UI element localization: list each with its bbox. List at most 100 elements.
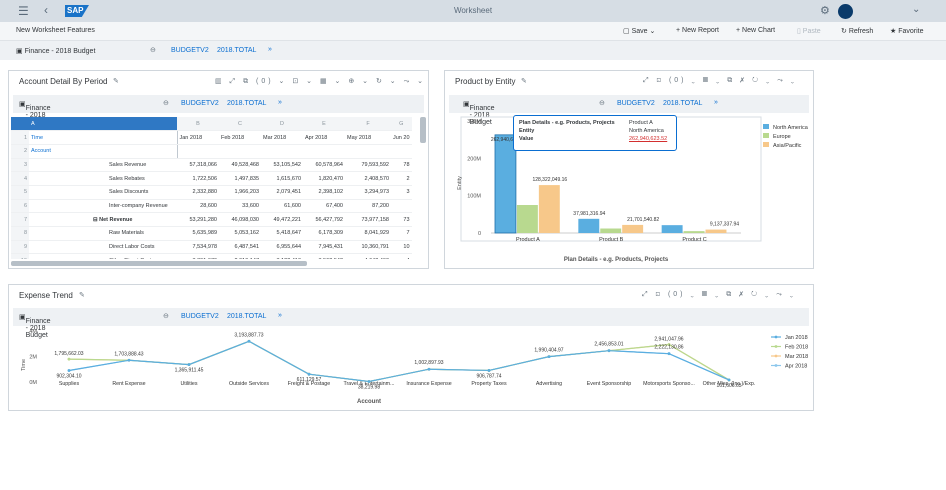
panel-toolbar-icons[interactable]: ⤢ ⊡ (0) ⌄ ▦ ⌄ ⧉ ✗ ↻ ⌄ ⤳ ⌄ [643, 77, 798, 84]
table-row[interactable]: 3 Sales Revenue 57,318,066 49,528,468 53,105… [11, 158, 412, 173]
back-icon[interactable]: ‹ [44, 3, 48, 17]
cell[interactable]: 8,041,929 [345, 226, 391, 241]
table-row[interactable]: 6 Inter-company Revenue 28,600 33,600 61,600… [11, 199, 412, 214]
refresh-button[interactable]: ↻ Refresh [841, 28, 874, 35]
gear-icon[interactable]: ⚙ [820, 5, 830, 17]
cell[interactable]: 3,122,410 [261, 253, 303, 259]
bar-chart[interactable]: 300M 200M 100M 0 Entity Product A Product B Pro… [445, 115, 813, 267]
panel-account[interactable]: 2018.TOTAL [227, 313, 267, 320]
cell[interactable]: 2,919,147 [219, 253, 261, 259]
horizontal-scrollbar[interactable] [11, 261, 307, 266]
cell[interactable]: 6,487,541 [219, 240, 261, 255]
cell[interactable]: 1,615,670 [261, 171, 303, 186]
column-letter[interactable]: E [303, 117, 345, 132]
cell[interactable]: 3,294,973 [345, 185, 391, 200]
expand-icon[interactable]: » [714, 99, 718, 106]
cell[interactable]: 6,178,309 [303, 226, 345, 241]
filter-icon[interactable]: ⊖ [163, 313, 169, 320]
cell[interactable]: 7,945,431 [303, 240, 345, 255]
expand-icon[interactable]: » [268, 46, 272, 53]
paste-button[interactable]: ▯ Paste [797, 28, 821, 35]
row-label[interactable]: ⊟ Net Revenue [29, 212, 177, 227]
chevron-down-icon[interactable]: ⌄ [912, 4, 921, 15]
cell[interactable]: 1,722,506 [177, 171, 219, 186]
cell[interactable]: 7 [391, 226, 412, 241]
row-label[interactable]: Raw Materials [29, 226, 177, 241]
cell[interactable]: 87,200 [345, 199, 391, 214]
cell[interactable]: 28,600 [177, 199, 219, 214]
cell[interactable]: 2,079,451 [261, 185, 303, 200]
cell[interactable]: 7,534,978 [177, 240, 219, 255]
cell[interactable]: 2,398,102 [303, 185, 345, 200]
expand-icon[interactable]: » [278, 99, 282, 106]
panel-version[interactable]: BUDGETV2 [617, 100, 655, 107]
cell[interactable]: 79,593,592 [345, 158, 391, 173]
cell[interactable]: 10,360,791 [345, 240, 391, 255]
account-filter[interactable]: 2018.TOTAL [217, 47, 257, 54]
cell[interactable] [261, 144, 303, 159]
vertical-scrollbar[interactable] [420, 117, 426, 143]
cell[interactable]: 53,105,542 [261, 158, 303, 173]
table-row[interactable]: 8 Raw Materials 5,635,989 5,053,162 5,418,64… [11, 226, 412, 241]
expand-icon[interactable]: » [278, 312, 282, 319]
edit-icon[interactable]: ✎ [521, 78, 530, 85]
row-label[interactable]: Account [29, 144, 178, 159]
cell[interactable]: 2,332,880 [177, 185, 219, 200]
panel-version[interactable]: BUDGETV2 [181, 100, 219, 107]
model-selector[interactable]: ▣ Finance - 2018 Budget [16, 48, 96, 55]
new-report-button[interactable]: + New Report [676, 27, 720, 34]
cell[interactable]: 4,642,460 [345, 253, 391, 259]
cell[interactable]: 61,600 [261, 199, 303, 214]
cell[interactable]: 5,418,647 [261, 226, 303, 241]
table-row[interactable]: 4 Sales Rebates 1,722,506 1,497,835 1,615,67… [11, 171, 412, 186]
cell[interactable]: 2 [391, 171, 412, 186]
save-button[interactable]: ▢ Save ⌄ [623, 28, 656, 35]
cell[interactable] [345, 144, 391, 159]
column-letter[interactable]: F [345, 117, 391, 132]
cell[interactable]: 3,562,542 [303, 253, 345, 259]
panel-toolbar-icons[interactable]: ⤢ ⊡ (0) ⌄ ▦ ⌄ ⧉ ✗ ↻ ⌄ ⤳ ⌄ [642, 291, 797, 298]
table-row[interactable]: 5 Sales Discounts 2,332,880 1,966,203 2,079,… [11, 185, 412, 200]
cell[interactable]: 10 [391, 240, 412, 255]
cell[interactable]: Jan 2018 [177, 130, 219, 145]
column-letter[interactable]: B [177, 117, 219, 132]
filter-icon[interactable]: ⊖ [150, 47, 156, 54]
cell[interactable]: 49,528,468 [219, 158, 261, 173]
cell[interactable]: 6,955,644 [261, 240, 303, 255]
line-chart[interactable]: 4M 2M 0M Time Supplies Rent Expense Utilities O… [9, 327, 813, 410]
cell[interactable]: 60,578,964 [303, 158, 345, 173]
cell[interactable]: 1,497,835 [219, 171, 261, 186]
edit-icon[interactable]: ✎ [79, 292, 88, 299]
cell[interactable] [177, 144, 219, 159]
avatar[interactable] [838, 4, 853, 19]
cell[interactable]: 57,318,066 [177, 158, 219, 173]
cell[interactable]: 49,472,221 [261, 212, 303, 227]
cell[interactable]: 46,098,030 [219, 212, 261, 227]
row-label[interactable]: Time [29, 130, 178, 145]
table-row[interactable]: 7 ⊟ Net Revenue 53,291,280 46,098,030 49,472… [11, 212, 412, 227]
cell[interactable]: Apr 2018 [303, 130, 345, 145]
cell[interactable] [303, 144, 345, 159]
filter-icon[interactable]: ⊖ [163, 100, 169, 107]
panel-toolbar-icons[interactable]: ▥ ⤢ ⧉ (0) ⌄ ⊡ ⌄ ▦ ⌄ ⊕ ⌄ ↻ ⌄ ⤳ ⌄ [215, 78, 427, 85]
cell[interactable]: 53,291,280 [177, 212, 219, 227]
cell[interactable]: Jun 20 [391, 130, 412, 145]
column-letter[interactable]: G [391, 117, 412, 132]
panel-account[interactable]: 2018.TOTAL [663, 100, 703, 107]
column-letter[interactable]: A [29, 117, 177, 132]
cell[interactable] [391, 199, 412, 214]
row-label[interactable]: Inter-company Revenue [29, 199, 177, 214]
column-letter[interactable]: C [219, 117, 261, 132]
cell[interactable]: 2,408,570 [345, 171, 391, 186]
cell[interactable]: 4 [391, 253, 412, 259]
row-label[interactable]: Sales Rebates [29, 171, 177, 186]
cell[interactable]: 56,427,792 [303, 212, 345, 227]
cell[interactable] [391, 144, 412, 159]
row-label[interactable]: Direct Labor Costs [29, 240, 177, 255]
cell[interactable]: Mar 2018 [261, 130, 303, 145]
cell[interactable]: 1,820,470 [303, 171, 345, 186]
panel-version[interactable]: BUDGETV2 [181, 313, 219, 320]
favorite-button[interactable]: ★ Favorite [890, 28, 924, 35]
